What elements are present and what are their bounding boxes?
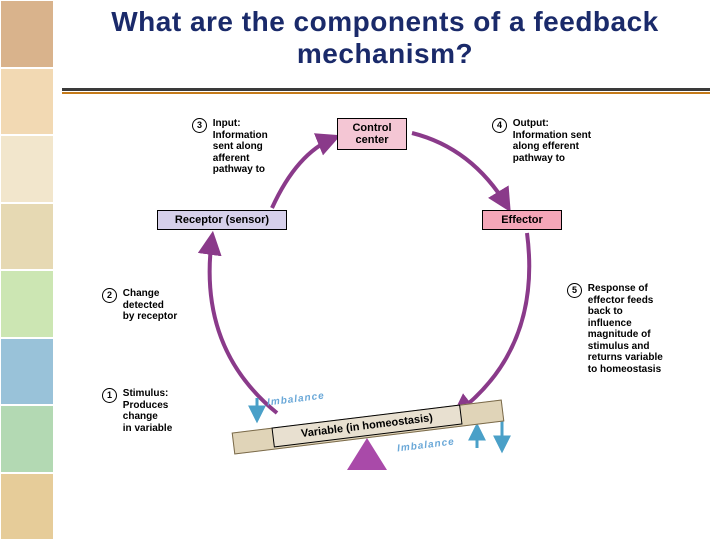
thumb-6 [0, 338, 54, 406]
thumb-2 [0, 68, 54, 136]
num-5-icon: 5 [567, 283, 582, 298]
label-1: 1 Stimulus: Produces change in variable [102, 388, 172, 434]
title-rule-dark [62, 88, 710, 91]
num-3-icon: 3 [192, 118, 207, 133]
thumb-8 [0, 473, 54, 540]
label-1-text: Stimulus: Produces change in variable [123, 388, 172, 434]
label-2-text: Change detected by receptor [123, 288, 177, 323]
node-control-center: Control center [337, 118, 407, 150]
label-3: 3 Input: Information sent along afferent… [192, 118, 268, 176]
thumb-5 [0, 270, 54, 338]
label-2: 2 Change detected by receptor [102, 288, 177, 323]
num-2-icon: 2 [102, 288, 117, 303]
thumb-1 [0, 0, 54, 68]
thumb-4 [0, 203, 54, 271]
num-1-icon: 1 [102, 388, 117, 403]
label-3-text: Input: Information sent along afferent p… [213, 118, 268, 176]
thumb-7 [0, 405, 54, 473]
num-4-icon: 4 [492, 118, 507, 133]
feedback-diagram: Control center Receptor (sensor) Effecto… [62, 98, 710, 538]
slide: What are the components of a feedback me… [0, 0, 720, 540]
title-rule-accent [62, 92, 710, 94]
node-effector: Effector [482, 210, 562, 230]
label-4: 4 Output: Information sent along efferen… [492, 118, 591, 164]
node-receptor: Receptor (sensor) [157, 210, 287, 230]
sidebar-thumbnails [0, 0, 54, 540]
thumb-3 [0, 135, 54, 203]
label-5-text: Response of effector feeds back to influ… [588, 283, 663, 375]
label-5: 5 Response of effector feeds back to inf… [567, 283, 663, 375]
label-4-text: Output: Information sent along efferent … [513, 118, 591, 164]
slide-title: What are the components of a feedback me… [70, 6, 700, 70]
